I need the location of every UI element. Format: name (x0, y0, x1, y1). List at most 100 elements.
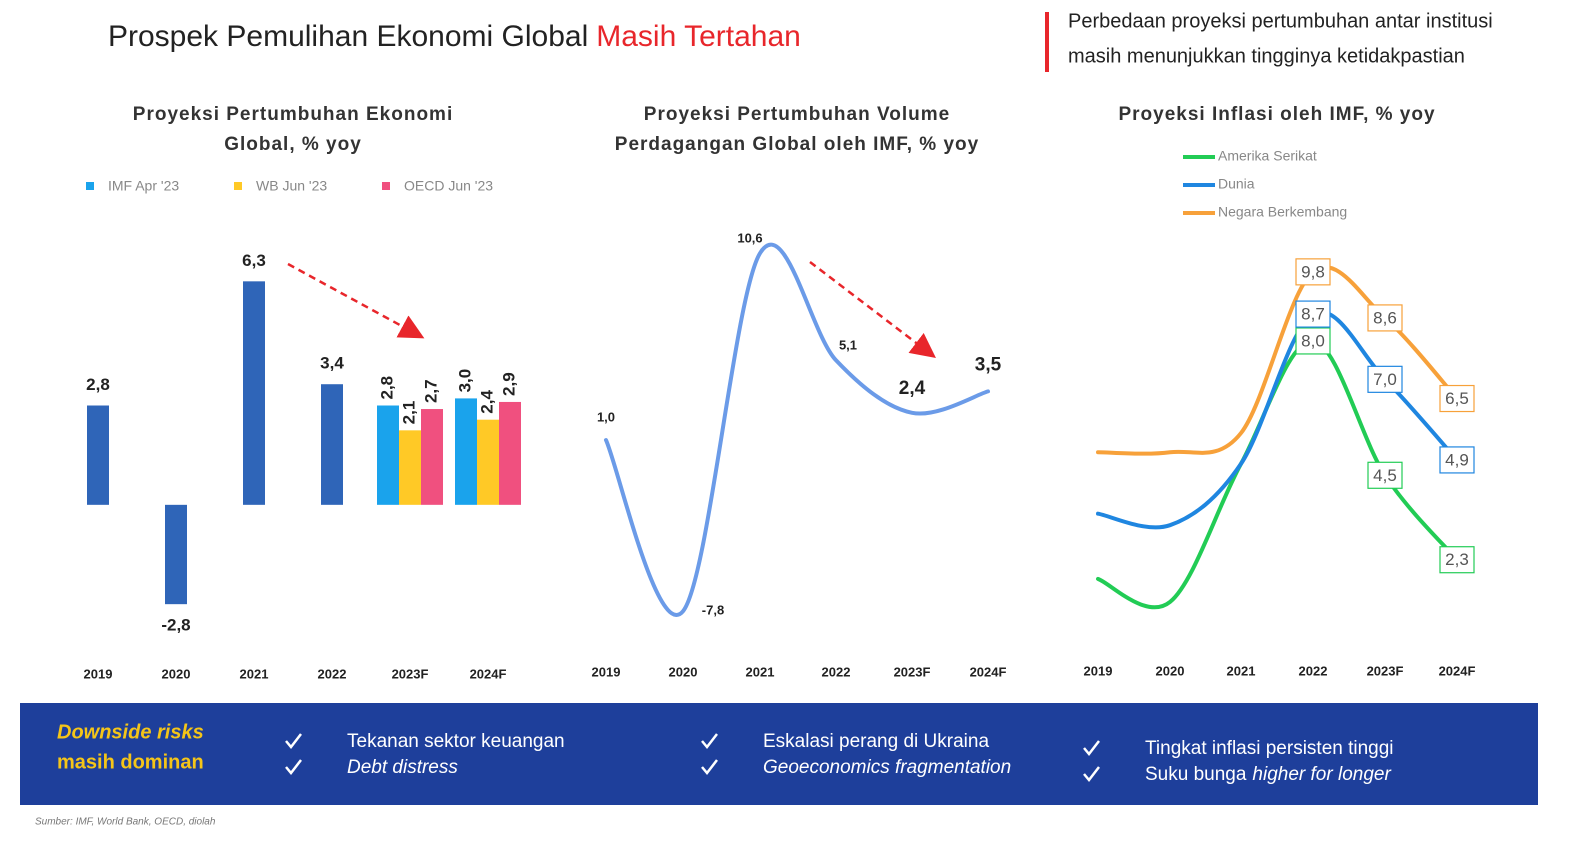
x-tick-label: 2023F (894, 664, 931, 679)
value-label: 6,3 (242, 251, 266, 270)
value-label: 2,3 (1445, 550, 1469, 569)
value-label: 3,5 (975, 354, 1002, 375)
x-tick-label: 2021 (1227, 663, 1256, 678)
note-line: masih menunjukkan tingginya ketidakpasti… (1068, 45, 1465, 67)
banner-heading: masih dominan (57, 751, 204, 773)
value-label: 5,1 (839, 338, 857, 353)
check-icon (1083, 740, 1100, 756)
check-icon (285, 759, 302, 775)
check-icon (285, 733, 302, 749)
x-tick-label: 2024F (1439, 663, 1476, 678)
value-label: 8,7 (1301, 305, 1325, 324)
value-label: 4,9 (1445, 450, 1469, 469)
bar (243, 281, 265, 505)
value-label: 6,5 (1445, 389, 1469, 408)
x-tick-label: 2022 (1299, 663, 1328, 678)
legend-label: Dunia (1218, 176, 1255, 192)
label-box (1367, 304, 1403, 332)
x-tick-label: 2021 (240, 666, 269, 681)
value-label: 4,5 (1373, 466, 1397, 485)
line (1096, 265, 1459, 456)
chart-title: Proyeksi Inflasi oleh IMF, % yoy (1118, 104, 1435, 125)
legend-label: IMF Apr '23 (108, 178, 179, 194)
banner-item: Geoeconomics fragmentation (763, 757, 1011, 778)
label-box (1295, 327, 1331, 355)
bar (421, 409, 443, 505)
x-tick-label: 2022 (318, 666, 347, 681)
label-box (1295, 300, 1331, 328)
banner-text: Tingkat inflasi persisten tinggi (1145, 738, 1394, 759)
legend-label: Negara Berkembang (1218, 204, 1347, 220)
legend-swatch (86, 182, 94, 190)
value-label: 9,8 (1301, 262, 1325, 281)
banner-text: Tekanan sektor keuangan (347, 731, 565, 752)
banner-text: Geoeconomics fragmentation (763, 757, 1011, 778)
banner-text: Suku bunga (1145, 764, 1247, 785)
value-label: 2,8 (377, 376, 396, 400)
title-main: Prospek Pemulihan Ekonomi Global (108, 20, 588, 53)
value-label: 2,8 (86, 375, 110, 394)
label-box (1367, 461, 1403, 489)
check-icon (701, 759, 718, 775)
x-tick-label: 2020 (669, 664, 698, 679)
note-bar (1045, 12, 1049, 72)
value-label: 7,0 (1373, 370, 1397, 389)
x-tick-label: 2024F (970, 664, 1007, 679)
trend-arrow (809, 261, 936, 359)
banner-item: Tingkat inflasi persisten tinggi (1145, 738, 1394, 759)
banner-item: Debt distress (347, 757, 458, 778)
value-label: 10,6 (737, 231, 762, 246)
legend-label: Amerika Serikat (1218, 148, 1317, 164)
banner-text: Eskalasi perang di Ukraina (763, 731, 989, 752)
legend-label: OECD Jun '23 (404, 178, 493, 194)
check-icon (1083, 766, 1100, 782)
banner-item: Eskalasi perang di Ukraina (763, 731, 989, 752)
bar (87, 405, 109, 505)
chart-title: Global, % yoy (224, 134, 362, 155)
label-box (1367, 365, 1403, 393)
label-box (1295, 258, 1331, 286)
value-label: 8,0 (1301, 331, 1325, 350)
legend-swatch (382, 182, 390, 190)
value-label: -7,8 (702, 603, 724, 618)
bar (499, 401, 521, 505)
banner-heading: Downside risks (57, 721, 204, 743)
label-box (1439, 384, 1475, 413)
x-tick-label: 2022 (822, 664, 851, 679)
banner-item: Suku bunga higher for longer (1145, 764, 1391, 785)
label-box (1439, 446, 1475, 474)
bar (455, 398, 477, 505)
x-tick-label: 2021 (746, 664, 775, 679)
value-label: 2,7 (421, 379, 440, 403)
value-label: 3,4 (320, 354, 344, 373)
legend-swatch (234, 182, 242, 190)
page-title: Prospek Pemulihan Ekonomi Global Masih Te… (108, 20, 801, 53)
x-tick-label: 2024F (470, 666, 507, 681)
x-tick-label: 2020 (162, 666, 191, 681)
x-tick-label: 2023F (1367, 663, 1404, 678)
bar (399, 430, 421, 505)
line (604, 242, 990, 617)
source: Sumber: IMF, World Bank, OECD, diolah (35, 817, 216, 828)
bar (165, 504, 187, 605)
value-label: 2,4 (477, 390, 496, 414)
title-highlight: Masih Tertahan (596, 20, 801, 53)
bar (377, 405, 399, 505)
check-icon (701, 733, 718, 749)
banner (20, 703, 1538, 805)
chart-title: Proyeksi Pertumbuhan Volume (644, 104, 950, 125)
legend-label: WB Jun '23 (256, 178, 327, 194)
x-tick-label: 2020 (1156, 663, 1185, 678)
value-label: 8,6 (1373, 308, 1397, 327)
value-label: 2,1 (399, 401, 418, 425)
x-tick-label: 2019 (592, 664, 621, 679)
bar (321, 384, 343, 505)
chart-title: Perdagangan Global oleh IMF, % yoy (615, 134, 979, 155)
banner-text: higher for longer (1252, 764, 1391, 785)
value-label: -2,8 (161, 616, 190, 635)
x-tick-label: 2023F (392, 666, 429, 681)
x-tick-label: 2019 (84, 666, 113, 681)
banner-text: Debt distress (347, 757, 458, 778)
note-line: Perbedaan proyeksi pertumbuhan antar ins… (1068, 10, 1493, 32)
